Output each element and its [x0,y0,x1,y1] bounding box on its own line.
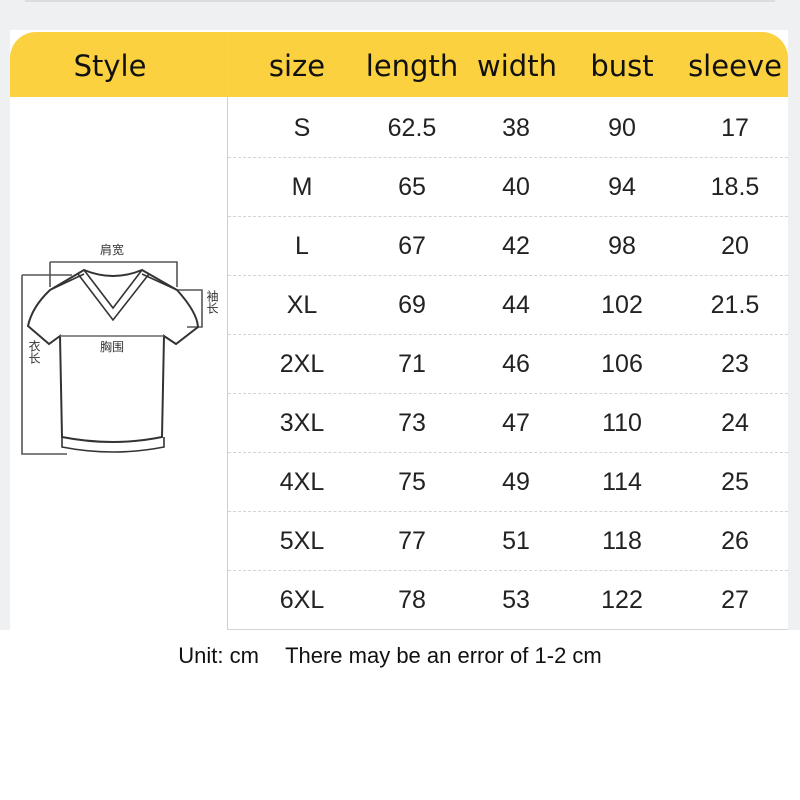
header-style: Style [73,49,147,83]
cell-size: XL [286,291,318,319]
cell-length: 62.5 [387,114,437,142]
table-row: 5XL 77 51 118 26 [228,511,788,571]
cell-bust: 102 [601,291,643,319]
header-sleeve: sleeve [688,49,782,83]
cell-length: 78 [398,586,426,614]
cell-size: S [293,114,311,142]
cell-size: L [295,232,309,260]
unit-text: Unit: cm [178,643,259,668]
right-margin [788,30,800,630]
cell-length: 67 [398,232,426,260]
cell-bust: 118 [602,527,642,555]
cell-width: 40 [502,173,530,201]
table-header: Style size length width bust sleeve [10,32,788,97]
cell-sleeve: 27 [721,586,749,614]
shoulder-label: 肩宽 [100,242,124,257]
cell-size: 4XL [279,468,325,496]
cell-sleeve: 20 [721,232,749,260]
table-row: L 67 42 98 20 [228,216,788,276]
cell-width: 46 [502,350,530,378]
cell-size: 2XL [279,350,325,378]
column-divider [227,32,228,630]
cell-length: 71 [398,350,426,378]
table-row: 3XL 73 47 110 24 [228,393,788,453]
cell-size: 3XL [279,409,325,437]
header-bust: bust [590,49,654,83]
footer-note: Unit: cm There may be an error of 1-2 cm [0,643,780,669]
error-note: There may be an error of 1-2 cm [285,643,602,668]
header-size: size [268,49,326,83]
top-band [0,0,800,30]
header-length: length [365,49,459,83]
cell-length: 73 [398,409,426,437]
cell-size: M [291,173,313,201]
bust-label: 胸围 [100,339,124,354]
cell-bust: 98 [608,232,636,260]
cell-width: 42 [502,232,530,260]
table-row: XL 69 44 102 21.5 [228,275,788,335]
length-label: 衣长 [27,339,41,364]
table-row: S 62.5 38 90 17 [228,98,788,158]
size-chart-table: Style size length width bust sleeve S 62.… [10,32,788,630]
cell-size: 6XL [279,586,325,614]
cell-width: 38 [502,114,530,142]
shoulder-measure-line [50,261,178,287]
cell-width: 51 [502,527,530,555]
cell-bust: 114 [602,468,642,496]
table-row: 2XL 71 46 106 23 [228,334,788,394]
tshirt-diagram: 肩宽 胸围 袖长 衣长 [21,242,219,455]
cell-width: 49 [502,468,530,496]
cell-length: 65 [398,173,426,201]
cell-width: 44 [502,291,530,319]
cell-bust: 110 [602,409,642,437]
sleeve-label: 袖长 [205,289,219,314]
cell-sleeve: 26 [721,527,749,555]
cell-sleeve: 17 [721,114,749,142]
cell-bust: 122 [601,586,643,614]
header-width: width [477,49,557,83]
cell-sleeve: 24 [721,409,749,437]
cell-sleeve: 23 [721,350,749,378]
table-row: M 65 40 94 18.5 [228,157,788,217]
cell-sleeve: 25 [721,468,749,496]
cell-width: 53 [502,586,530,614]
cell-length: 77 [398,527,426,555]
cell-length: 75 [398,468,426,496]
cell-size: 5XL [279,527,325,555]
table-row: 4XL 75 49 114 25 [228,452,788,512]
cell-bust: 94 [608,173,636,201]
sleeve-measure-line [177,289,203,328]
cell-bust: 90 [608,114,636,142]
cell-sleeve: 18.5 [710,173,760,201]
cell-width: 47 [502,409,530,437]
cell-bust: 106 [601,350,643,378]
table-row: 6XL 78 53 122 27 [228,570,788,630]
left-margin [0,30,10,630]
cell-length: 69 [398,291,426,319]
length-measure-line [21,274,72,455]
cell-sleeve: 21.5 [710,291,760,319]
